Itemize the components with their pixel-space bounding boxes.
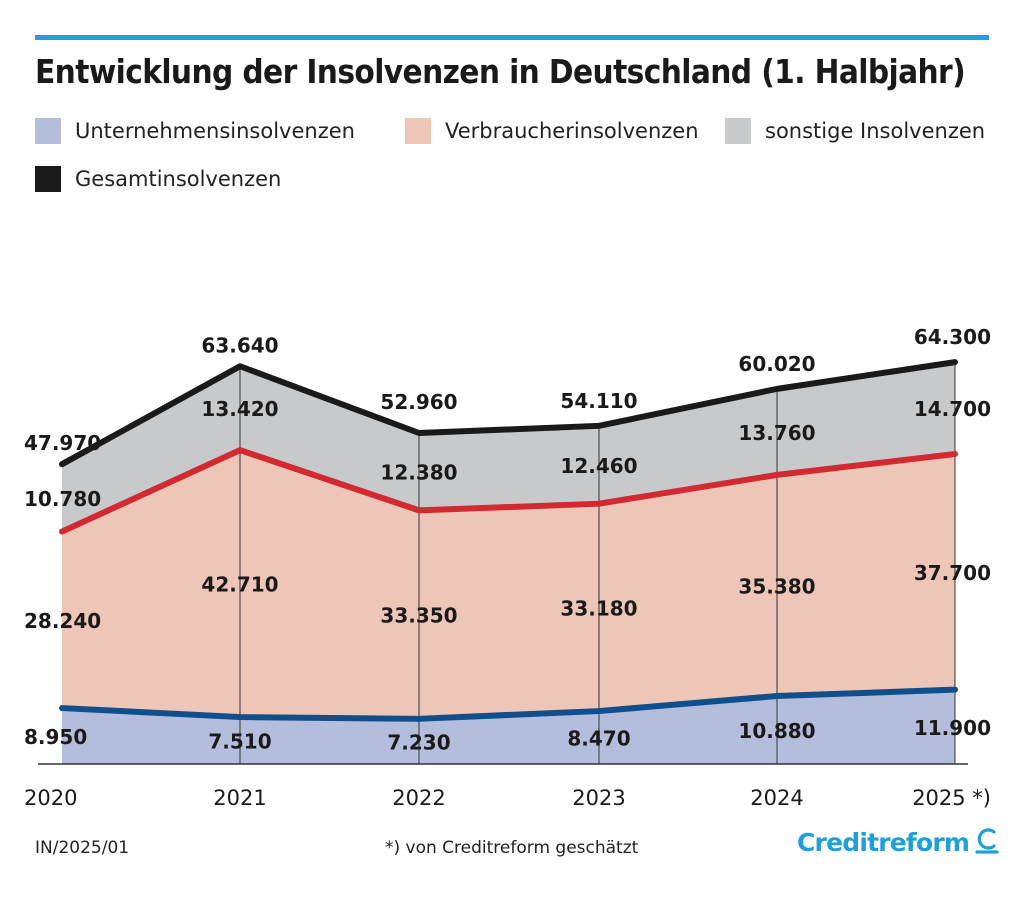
legend-swatch-gesamt [35,166,61,192]
series-3-value-label: 13.760 [738,421,815,445]
legend-swatch-verbraucher [405,118,431,144]
legend-label-verbraucher: Verbraucherinsolvenzen [445,119,699,143]
top-accent-line [35,35,989,40]
series-2-value-label: 28.240 [24,609,101,633]
total-label: 63.640 [201,333,278,357]
total-label: 52.960 [380,390,457,414]
series-3-value-label: 13.420 [201,397,278,421]
chart-title: Entwicklung der Insolvenzen in Deutschla… [35,52,966,91]
series-2-value-label: 42.710 [201,573,278,597]
legend-label-unternehmen: Unternehmensinsolvenzen [75,119,355,143]
legend-label-gesamt: Gesamtinsolvenzen [75,167,282,191]
series-line-3 [59,359,958,468]
series-2-value-label: 33.180 [560,596,637,620]
logo-mark-icon [975,828,999,854]
series-3-value-label: 14.700 [914,397,991,421]
series-3-value-label: 10.780 [24,487,101,511]
series-2-value-label: 37.700 [914,561,991,585]
legend-swatch-unternehmen [35,118,61,144]
total-label: 64.300 [914,325,991,349]
total-label: 47.970 [24,431,101,455]
total-label: 54.110 [560,389,637,413]
series-1-value-label: 11.900 [914,716,991,740]
area-3 [62,362,955,532]
x-tick-label: 2023 [572,786,625,810]
series-1-value-label: 7.510 [208,730,271,754]
creditreform-logo: Creditreform [797,826,999,857]
legend-item-sonstige: sonstige Insolvenzen [725,118,985,144]
series-1-value-label: 7.230 [387,730,450,754]
x-tick-label: 2022 [392,786,445,810]
series-1-value-label: 8.470 [567,727,630,751]
x-tick-label: 2024 [750,786,803,810]
legend-item-verbraucher: Verbraucherinsolvenzen [405,118,699,144]
series-1-value-label: 8.950 [24,725,87,749]
area-1 [62,689,955,764]
legend-item-gesamt: Gesamtinsolvenzen [35,166,281,192]
series-line-1 [59,686,958,722]
x-tick-label: 2020 [24,786,77,810]
total-label: 60.020 [738,352,815,376]
series-1-value-label: 10.880 [738,719,815,743]
series-line-2 [59,447,958,535]
legend-label-sonstige: sonstige Insolvenzen [765,119,986,143]
x-tick-label: 2025 *) [912,786,991,810]
series-3-value-label: 12.460 [560,454,637,478]
series-2-value-label: 35.380 [738,574,815,598]
series-2-value-label: 33.350 [380,604,457,628]
logo-text: Creditreform [797,828,970,857]
legend-swatch-sonstige [725,118,751,144]
legend-item-unternehmen: Unternehmensinsolvenzen [35,118,355,144]
area-2 [62,450,955,719]
x-tick-label: 2021 [213,786,266,810]
series-3-value-label: 12.380 [380,461,457,485]
footer-note: *) von Creditreform geschätzt [385,838,639,858]
footer-code: IN/2025/01 [35,838,130,858]
